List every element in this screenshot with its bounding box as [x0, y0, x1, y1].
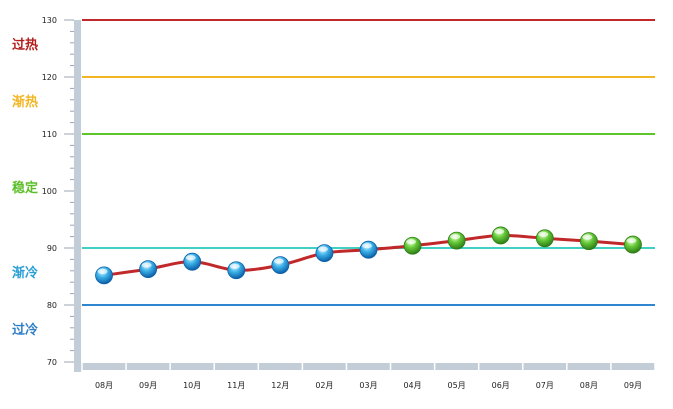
x-tick-label: 10月	[183, 381, 201, 390]
x-tick-label: 12月	[271, 381, 289, 390]
y-axis-bar	[74, 20, 81, 372]
x-tick-label: 08月	[580, 381, 598, 390]
y-tick-label: 80	[47, 301, 57, 310]
x-tick-label: 06月	[492, 381, 510, 390]
data-point	[271, 256, 290, 275]
data-point	[183, 252, 202, 271]
data-point	[139, 260, 158, 278]
x-tick-label: 08月	[95, 381, 113, 390]
x-tick-label: 03月	[359, 381, 377, 390]
y-tick-label: 70	[47, 358, 57, 367]
y-tick-label: 110	[42, 130, 57, 139]
y-tick-label: 90	[47, 244, 57, 253]
zone-label-cooling: 渐冷	[12, 266, 39, 281]
data-point	[535, 229, 554, 248]
axes: 70 80 90 100 110 120 130 08月 09月 10月 11月 12月 02月 03月 0…	[42, 16, 656, 390]
data-point	[315, 244, 334, 263]
x-tick-label: 05月	[448, 381, 466, 390]
x-tick-label: 09月	[624, 381, 642, 390]
y-tick-label: 100	[42, 187, 57, 196]
zone-label-overcool: 过冷	[12, 323, 39, 338]
x-tick-label: 09月	[139, 381, 157, 390]
x-tick-label: 07月	[536, 381, 554, 390]
y-tick-label: 130	[42, 16, 57, 25]
zone-label-stable: 稳定	[12, 181, 39, 196]
data-point	[227, 261, 246, 280]
data-point	[491, 226, 510, 245]
zone-label-overheat: 过热	[12, 38, 39, 53]
data-point	[579, 232, 598, 251]
x-tick-label: 11月	[227, 381, 245, 390]
y-tick-label: 120	[42, 73, 57, 82]
x-axis-bar	[74, 363, 655, 370]
data-point	[359, 240, 378, 259]
data-point	[95, 266, 113, 285]
x-tick-label: 02月	[315, 381, 333, 390]
x-tick-label: 04月	[403, 381, 421, 390]
data-points	[95, 226, 642, 285]
data-point	[447, 231, 466, 250]
threshold-lines	[82, 19, 655, 306]
data-point	[624, 235, 642, 254]
zone-label-warming: 渐热	[12, 95, 39, 110]
data-point	[403, 236, 422, 255]
